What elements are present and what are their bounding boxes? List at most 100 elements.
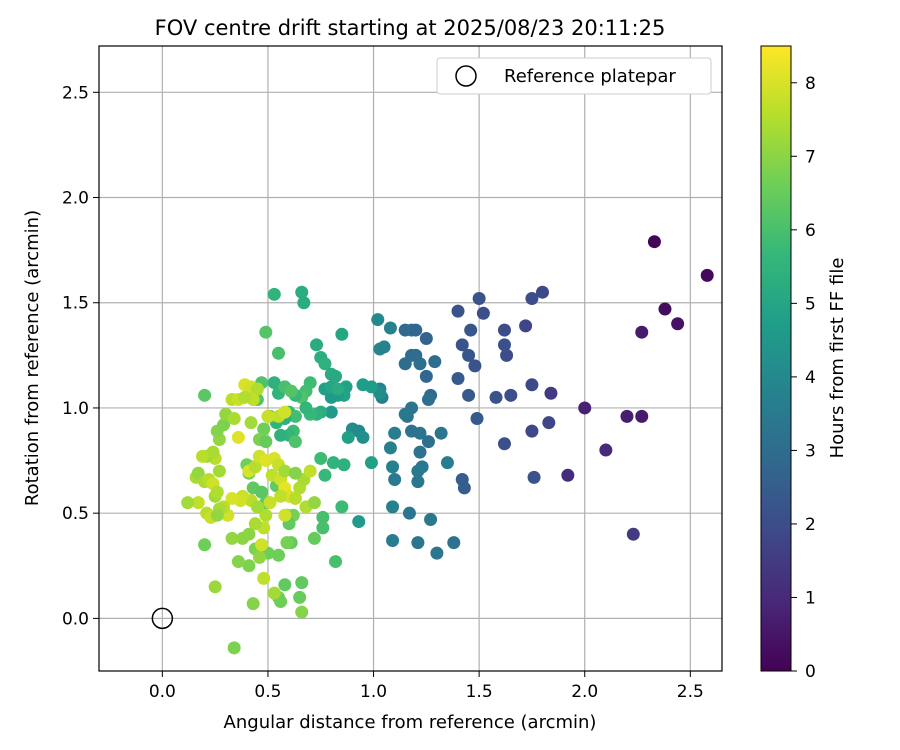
data-point (198, 538, 212, 552)
data-point (288, 466, 302, 480)
data-point (295, 285, 309, 299)
data-point (316, 521, 330, 535)
data-point (278, 508, 292, 522)
data-point (413, 445, 427, 459)
data-point (263, 496, 277, 510)
data-point (297, 296, 311, 310)
data-point (259, 508, 273, 522)
plot-frame (98, 45, 723, 672)
data-point (280, 536, 294, 550)
data-point (457, 481, 471, 495)
data-point (468, 359, 482, 373)
data-point (288, 435, 302, 449)
data-point (314, 451, 328, 465)
data-point (525, 424, 539, 438)
data-point (231, 430, 245, 444)
data-point (329, 555, 343, 569)
data-point (248, 517, 262, 531)
data-point (527, 470, 541, 484)
reference-platepar-marker (151, 607, 174, 630)
data-point (371, 313, 385, 327)
colorbar-tick-label: 2 (805, 515, 816, 535)
data-point (324, 405, 338, 419)
y-tick-label: 0.5 (62, 504, 89, 524)
data-point (497, 323, 511, 337)
colorbar-label: Hours from first FF file (827, 258, 848, 459)
legend-entry-reference-platepar: Reference platepar (504, 66, 676, 87)
data-point (434, 426, 448, 440)
y-tick-label: 1.0 (62, 399, 89, 419)
data-point (195, 449, 209, 463)
y-tick-label: 2.5 (62, 83, 89, 103)
data-point (253, 550, 267, 564)
legend: Reference platepar (436, 57, 712, 95)
data-point (295, 605, 309, 619)
data-point (299, 401, 313, 415)
data-point (227, 641, 241, 655)
data-point (316, 510, 330, 524)
data-point (504, 388, 518, 402)
colorbar-tick-label: 1 (805, 588, 816, 608)
data-point (284, 384, 298, 398)
data-point (421, 393, 435, 407)
data-point (451, 304, 465, 318)
data-point (255, 538, 269, 552)
colorbar-tick-label: 7 (805, 147, 816, 167)
data-point (257, 422, 271, 436)
data-point (489, 390, 503, 404)
data-point (386, 534, 400, 548)
data-point (599, 443, 613, 457)
data-point (248, 460, 262, 474)
data-point (421, 435, 435, 449)
data-point (210, 485, 224, 499)
data-point (519, 319, 533, 333)
colorbar: 0 1 2 3 4 5 6 7 8 Hours from first FF file (760, 45, 848, 682)
data-point (472, 292, 486, 306)
data-point (259, 325, 273, 339)
data-point (500, 348, 514, 362)
data-point (700, 268, 714, 282)
data-point (331, 382, 345, 396)
data-point (451, 371, 465, 385)
data-point (250, 500, 264, 514)
data-point (419, 369, 433, 383)
data-point (356, 430, 370, 444)
data-point (329, 369, 343, 383)
legend-box (436, 57, 712, 95)
data-point (198, 388, 212, 402)
data-point (278, 578, 292, 592)
data-point (383, 321, 397, 335)
data-points (151, 235, 714, 655)
data-point (257, 571, 271, 585)
x-tick-label: 2.5 (677, 682, 704, 702)
x-tick-label: 1.5 (466, 682, 493, 702)
data-point (341, 430, 355, 444)
data-point (544, 386, 558, 400)
data-point (288, 491, 302, 505)
data-point (388, 473, 402, 487)
colorbar-tick-label: 6 (805, 221, 816, 241)
data-point (470, 411, 484, 425)
data-point (411, 536, 425, 550)
data-point (206, 445, 220, 459)
x-tick-label: 0.5 (254, 682, 281, 702)
data-point (278, 405, 292, 419)
data-point (635, 325, 649, 339)
data-point (542, 416, 556, 430)
data-point (561, 468, 575, 482)
data-point (293, 590, 307, 604)
data-point (274, 428, 288, 442)
data-point (295, 576, 309, 590)
data-point (386, 500, 400, 514)
data-point (464, 323, 478, 337)
data-point (246, 597, 260, 611)
x-tick-label: 0.0 (149, 682, 176, 702)
chart-title: FOV centre drift starting at 2025/08/23 … (155, 16, 666, 40)
data-point (208, 580, 222, 594)
data-point (462, 388, 476, 402)
data-point (335, 500, 349, 514)
data-point (267, 287, 281, 301)
data-point (288, 409, 302, 423)
data-point (352, 515, 366, 529)
